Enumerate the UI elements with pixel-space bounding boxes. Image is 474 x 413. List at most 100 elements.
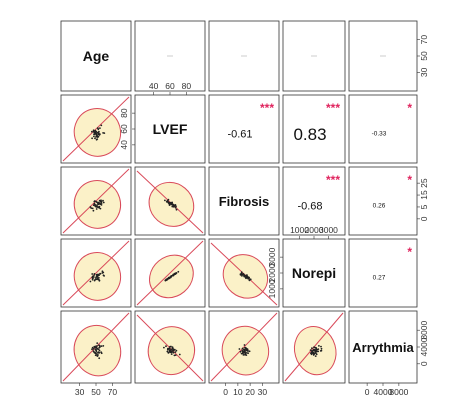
tick-label-right: 25 [419,178,429,188]
data-point [170,275,172,278]
panel-fibrosis-norepi [282,166,346,236]
data-point [94,278,97,281]
data-point [315,347,318,350]
data-point [311,349,313,352]
data-point [167,351,170,354]
tick-label-right: 70 [419,35,429,45]
data-point [91,207,94,210]
data-point [170,351,173,354]
tick-label-left: 60 [119,124,129,134]
data-point [98,357,101,360]
data-point [96,206,99,208]
data-point [169,349,172,352]
data-point [245,277,247,280]
data-point [102,199,104,202]
data-point [89,280,92,283]
data-point [243,348,246,351]
data-point [168,201,171,204]
panel-lvef-arrythmia [348,94,418,164]
tick-label-bottom: 30 [258,387,268,397]
data-point [92,204,95,207]
data-point [95,276,97,279]
panel-lvef-lvef [134,94,206,164]
data-point [239,273,242,275]
data-point [94,137,96,140]
data-point [165,345,167,348]
data-point [245,354,248,356]
data-point [94,129,97,132]
data-point [89,206,92,208]
data-point [98,344,100,347]
data-point [175,349,178,352]
data-point [102,201,105,204]
significance-stars-fibrosis-norepi: *** [326,173,340,187]
data-point [172,351,175,354]
panel-age-age [60,20,132,92]
tick-label-top: 40 [149,81,159,91]
tick-label-bottom: 0 [365,387,370,397]
tick-label-bottom: 70 [108,387,118,397]
data-point [311,347,313,350]
data-point [164,199,166,202]
data-point [313,349,316,352]
data-point [174,354,177,356]
tick-label-bottom: 30 [75,387,85,397]
correlation-value-lvef-norepi: 0.83 [293,125,326,144]
tick-label-bottom: 50 [91,387,101,397]
data-point [92,209,95,212]
data-point [175,208,178,211]
variable-label-age: Age [83,48,110,64]
data-point [96,278,98,281]
significance-stars-lvef-fibrosis: *** [260,101,274,115]
tick-label-bottom: 0 [223,387,228,397]
tick-label-left: 80 [119,108,129,118]
data-point [91,137,93,140]
tick-label-bottom: 8000 [389,387,408,397]
data-point [91,277,94,279]
fit-line-norepi-age [62,240,130,306]
data-point [170,353,173,355]
panel-fibrosis-arrythmia [348,166,418,236]
data-point [93,273,96,275]
data-point [174,204,177,206]
data-point [95,138,98,141]
data-point [94,346,96,349]
data-point [319,350,322,352]
tick-label-bottom: 20 [245,387,255,397]
data-point [175,205,177,208]
panel-fibrosis-fibrosis [208,166,280,236]
data-point [93,202,96,205]
data-point [99,200,102,203]
data-point [318,345,320,347]
tick-label-right: 50 [419,51,429,61]
variable-label-lvef: LVEF [153,121,188,137]
data-point [101,270,104,273]
data-point [92,348,95,350]
data-point [177,270,180,273]
data-point [241,275,243,277]
data-point [171,346,174,349]
data-point [102,345,105,347]
tick-label-left: 2000 [267,263,277,282]
data-point [100,351,102,353]
tick-label-left: 3000 [267,247,277,266]
data-point [95,208,98,210]
variable-label-norepi: Norepi [292,265,336,281]
data-point [178,353,181,356]
data-point [248,350,251,353]
data-point [95,346,98,349]
data-point [97,354,99,356]
data-point [172,273,175,276]
fit-line-arrythmia-fibrosis [210,312,278,382]
data-point [168,347,171,350]
data-point [95,273,98,276]
data-point [99,207,102,210]
data-point [166,278,169,281]
fit-line-lvef-age [62,96,130,162]
significance-stars-lvef-arrythmia: * [407,101,412,115]
panel-arrythmia-arrythmia [348,310,418,384]
data-point [245,352,248,354]
data-point [247,352,250,355]
data-point [97,202,99,205]
tick-label-right: 15 [419,190,429,200]
